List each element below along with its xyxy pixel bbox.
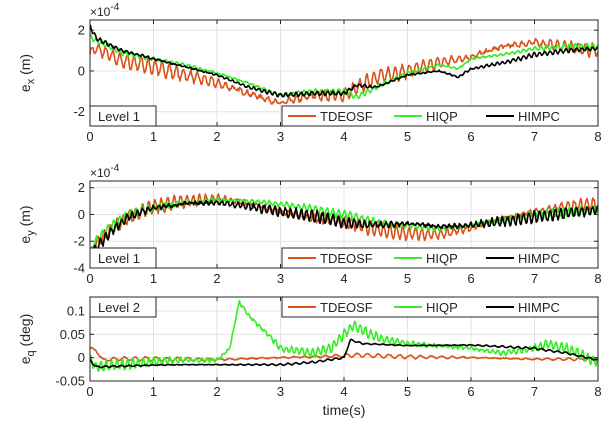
legend-label-tdeosf: TDEOSF [320,300,373,315]
x-tick-label: 6 [467,271,474,286]
legend-label-himpc: HIMPC [518,300,560,315]
x-tick-label: 0 [86,271,93,286]
level-label: Level 1 [98,109,140,124]
legend-box [281,105,599,127]
level-label-box [89,105,157,127]
x-tick-label: 3 [277,129,284,144]
series-line-hiqp [90,299,598,373]
y-tick-label: 0 [78,63,85,78]
y-tick-label: -0.05 [55,374,85,389]
legend-label-tdeosf: TDEOSF [320,109,373,124]
legend-label-himpc: HIMPC [518,109,560,124]
series-group [90,193,598,263]
x-tick-label: 6 [467,129,474,144]
x-tick-label: 7 [531,129,538,144]
panel-ey: 0 1 2 3 4 5 6 7 8 -4 -2 0 2 ×10-4 ey (m) Level 1 TDEOSF H… [17,163,602,286]
axis-exponent: ×10-4 [90,163,120,180]
series-line-himpc [90,24,598,98]
series-line-himpc [90,199,598,263]
x-tick-label: 7 [531,271,538,286]
x-tick-label: 8 [594,129,601,144]
y-tick-label: 2 [78,180,85,195]
x-axis-label: time(s) [323,402,366,418]
x-tick-label: 8 [594,271,601,286]
x-tick-label: 0 [86,129,93,144]
legend-label-hiqp: HIQP [426,109,458,124]
legend-label-hiqp: HIQP [426,300,458,315]
x-tick-label: 4 [340,129,347,144]
series-group [90,24,598,105]
legend-label-tdeosf: TDEOSF [320,251,373,266]
x-tick-label: 7 [531,384,538,399]
x-tick-label: 8 [594,384,601,399]
x-tick-label: 0 [86,384,93,399]
x-tick-label: 5 [404,384,411,399]
x-tick-label: 1 [150,129,157,144]
axis-exponent: ×10-4 [90,2,120,19]
y-tick-label: 2 [78,23,85,38]
x-tick-label: 2 [213,129,220,144]
x-tick-label: 5 [404,271,411,286]
y-tick-label: -2 [73,104,85,119]
legend-box [281,247,599,269]
legend-box [281,296,599,318]
y-tick-label: -2 [73,234,85,249]
y-axis-label: ey (m) [17,205,37,243]
level-label: Level 1 [98,251,140,266]
level-label: Level 2 [98,300,140,315]
y-axis-label: eq (deg) [17,314,37,365]
x-tick-label: 6 [467,384,474,399]
x-tick-label: 1 [150,271,157,286]
level-label-box [89,296,157,318]
series-line-himpc [90,338,598,369]
level-label-box [89,247,157,269]
y-tick-label: -4 [73,261,85,276]
y-axis-label: ex (m) [17,54,37,92]
series-group [90,299,598,373]
y-tick-label: 0 [78,350,85,365]
panel-ex: 0 1 2 3 4 5 6 7 8-202×10-4ex (m)Level 1 TDEOSF HIQ… [17,2,602,144]
y-tick-label: 0 [78,207,85,222]
y-tick-label: 0.1 [67,304,85,319]
y-tick-label: 0.05 [60,327,85,342]
x-tick-label: 2 [213,384,220,399]
x-tick-label: 3 [277,271,284,286]
x-tick-label: 4 [340,384,347,399]
series-line-tdeosf [90,37,598,105]
x-tick-label: 1 [150,384,157,399]
x-tick-label: 3 [277,384,284,399]
x-tick-label: 4 [340,271,347,286]
x-tick-label: 5 [404,129,411,144]
legend-label-hiqp: HIQP [426,251,458,266]
legend-label-himpc: HIMPC [518,251,560,266]
x-tick-label: 2 [213,271,220,286]
